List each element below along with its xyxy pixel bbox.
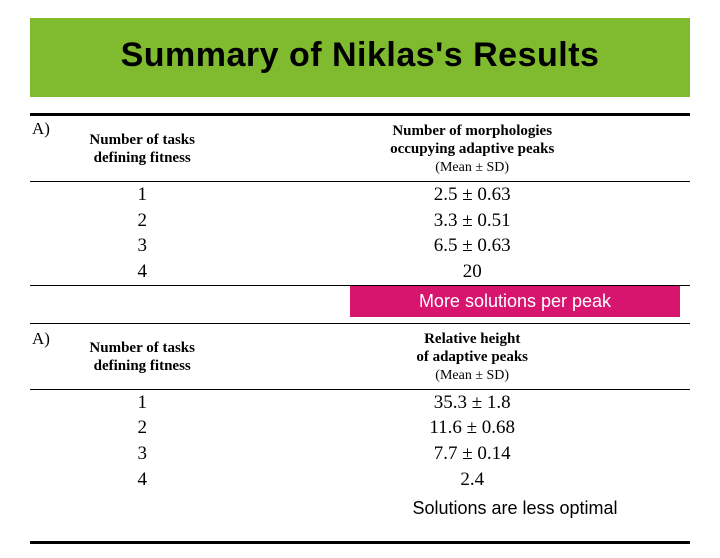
results-table-2-body: 1 35.3 ± 1.8 2 11.6 ± 0.68 3 7.7 ± 0.14 … xyxy=(30,390,690,493)
results-table-2: Number of tasks defining fitness Relativ… xyxy=(30,324,690,389)
callout-2: Solutions are less optimal xyxy=(350,493,680,524)
cell-n: 1 xyxy=(30,390,254,416)
cell-val: 35.3 ± 1.8 xyxy=(254,390,690,416)
cell-n: 4 xyxy=(30,259,254,285)
results-table-1: Number of tasks defining fitness Number … xyxy=(30,116,690,181)
bottom-rule xyxy=(30,541,690,544)
col-header-text: Number of morphologies xyxy=(392,123,552,139)
table-row: 4 2.4 xyxy=(30,467,690,493)
cell-n: 2 xyxy=(30,415,254,441)
col-header-text: defining fitness xyxy=(94,358,191,374)
col-header-text: Number of tasks xyxy=(89,340,195,356)
col-header-left: Number of tasks defining fitness xyxy=(30,116,254,181)
callout-1: More solutions per peak xyxy=(350,286,680,317)
cell-val: 2.4 xyxy=(254,467,690,493)
results-table-1-body: 1 2.5 ± 0.63 2 3.3 ± 0.51 3 6.5 ± 0.63 4… xyxy=(30,182,690,285)
table-2-wrap: A) Number of tasks defining fitness Rela… xyxy=(30,323,690,524)
slide-title: Summary of Niklas's Results xyxy=(50,36,670,75)
cell-n: 3 xyxy=(30,233,254,259)
col-header-sub: (Mean ± SD) xyxy=(435,368,509,383)
panel-label: A) xyxy=(32,329,50,349)
col-header-right: Relative height of adaptive peaks (Mean … xyxy=(254,324,690,389)
table-row: 1 2.5 ± 0.63 xyxy=(30,182,690,208)
cell-val: 7.7 ± 0.14 xyxy=(254,441,690,467)
cell-n: 4 xyxy=(30,467,254,493)
cell-val: 11.6 ± 0.68 xyxy=(254,415,690,441)
table-row: 2 11.6 ± 0.68 xyxy=(30,415,690,441)
table-row: 3 7.7 ± 0.14 xyxy=(30,441,690,467)
col-header-left: Number of tasks defining fitness xyxy=(30,324,254,389)
cell-val: 6.5 ± 0.63 xyxy=(254,233,690,259)
col-header-right: Number of morphologies occupying adaptiv… xyxy=(254,116,690,181)
cell-val: 3.3 ± 0.51 xyxy=(254,208,690,234)
col-header-text: occupying adaptive peaks xyxy=(390,141,554,157)
table-row: 4 20 xyxy=(30,259,690,285)
col-header-text: of adaptive peaks xyxy=(416,349,528,365)
title-banner: Summary of Niklas's Results xyxy=(30,18,690,97)
cell-n: 3 xyxy=(30,441,254,467)
cell-n: 1 xyxy=(30,182,254,208)
cell-n: 2 xyxy=(30,208,254,234)
table-row: 3 6.5 ± 0.63 xyxy=(30,233,690,259)
cell-val: 2.5 ± 0.63 xyxy=(254,182,690,208)
col-header-sub: (Mean ± SD) xyxy=(435,160,509,175)
col-header-text: Number of tasks xyxy=(89,132,195,148)
table-row: 2 3.3 ± 0.51 xyxy=(30,208,690,234)
panel-label: A) xyxy=(32,119,50,139)
col-header-text: defining fitness xyxy=(94,150,191,166)
cell-val: 20 xyxy=(254,259,690,285)
table-row: 1 35.3 ± 1.8 xyxy=(30,390,690,416)
table-1-wrap: A) Number of tasks defining fitness Numb… xyxy=(30,113,690,317)
col-header-text: Relative height xyxy=(424,331,520,347)
